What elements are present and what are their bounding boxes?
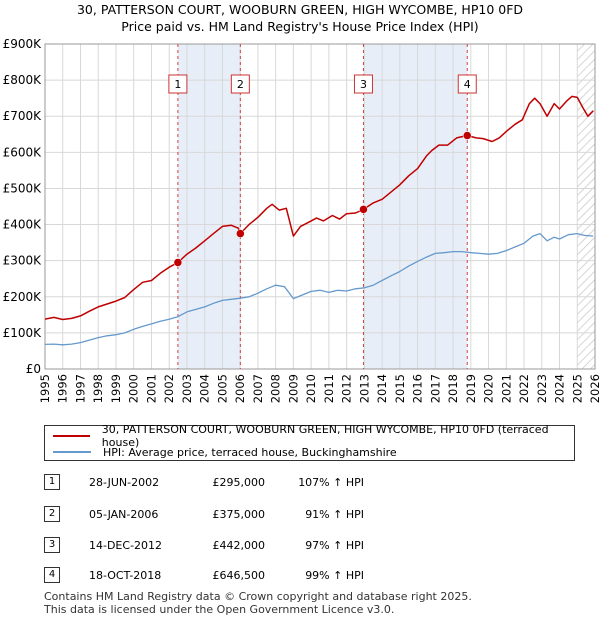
sale-hpi-change: 99% ↑ HPI [305, 569, 364, 582]
y-tick-label: £300K [3, 254, 43, 268]
sale-price: £295,000 [212, 476, 266, 489]
x-tick-label: 2007 [251, 374, 265, 403]
x-tick-label: 2008 [269, 374, 283, 403]
sale-hpi-change: 107% ↑ HPI [298, 476, 364, 489]
x-tick-label: 2019 [464, 374, 478, 403]
sale-date: 14-DEC-2012 [89, 539, 163, 552]
sale-row: 4 18-OCT-2018 £646,500 99% ↑ HPI [44, 567, 564, 587]
x-tick-label: 2020 [482, 374, 496, 403]
sale-marker-box [457, 74, 477, 94]
x-tick-label: 2012 [340, 374, 354, 403]
legend-label-hpi: HPI: Average price, terraced house, Buck… [103, 445, 397, 459]
sale-row: 2 05-JAN-2006 £375,000 91% ↑ HPI [44, 506, 564, 526]
sale-marker-label: 3 [360, 78, 367, 91]
sale-price: £646,500 [212, 569, 266, 582]
x-tick-label: 2023 [535, 374, 549, 403]
legend-item-hpi: HPI: Average price, terraced house, Buck… [53, 444, 397, 460]
sale-badge: 4 [44, 567, 60, 583]
legend-label-property: 30, PATTERSON COURT, WOOBURN GREEN, HIGH… [101, 423, 549, 449]
sale-marker-box [353, 74, 373, 94]
x-tick-label: 2002 [162, 374, 176, 403]
sale-date: 28-JUN-2002 [89, 476, 160, 489]
plot-border [44, 43, 596, 370]
x-tick-label: 1999 [109, 374, 123, 403]
sale-period-shade [177, 44, 241, 369]
x-tick-label: 2006 [233, 374, 247, 403]
sale-period-shade [363, 44, 468, 369]
x-tick-label: 2004 [198, 374, 212, 403]
sale-badge: 2 [44, 506, 60, 522]
x-tick-label: 2015 [393, 374, 407, 403]
x-tick-label: 2024 [553, 374, 567, 403]
sale-marker-label: 1 [174, 78, 181, 91]
sale-hpi-change: 97% ↑ HPI [305, 539, 364, 552]
x-tick-label: 2001 [144, 374, 158, 403]
sale-point [173, 258, 183, 267]
y-tick-label: £100K [3, 326, 43, 340]
y-tick-label: £700K [3, 109, 43, 123]
y-tick-label: £500K [3, 181, 43, 195]
y-tick-label: £800K [3, 73, 43, 87]
sale-badge: 1 [44, 474, 60, 490]
sale-point [236, 229, 245, 238]
chart-title: 30, PATTERSON COURT, WOOBURN GREEN, HIGH… [76, 2, 524, 17]
x-tick-label: 1997 [73, 374, 87, 403]
sale-marker-label: 4 [464, 78, 471, 91]
x-tick-label: 2021 [499, 374, 513, 403]
x-tick-label: 2014 [375, 374, 389, 403]
legend-swatch-property [53, 435, 90, 437]
hpi-line [45, 232, 594, 346]
sale-badge: 3 [44, 537, 60, 553]
legend-swatch-hpi [53, 451, 91, 453]
sale-point [463, 131, 472, 140]
sale-price: £442,000 [212, 539, 266, 552]
sale-price: £375,000 [212, 508, 266, 521]
sale-point [359, 205, 368, 214]
x-tick-label: 2022 [517, 374, 531, 403]
footer-copyright: Contains HM Land Registry data © Crown c… [44, 590, 472, 603]
x-tick-label: 2018 [446, 374, 460, 403]
x-tick-label: 2010 [304, 374, 318, 403]
x-tick-label: 2000 [127, 374, 141, 403]
x-tick-label: 2026 [588, 374, 600, 403]
y-tick-label: £0 [26, 362, 41, 376]
y-tick-label: £900K [3, 37, 43, 51]
sale-row: 3 14-DEC-2012 £442,000 97% ↑ HPI [44, 537, 564, 557]
sale-date: 18-OCT-2018 [89, 569, 162, 582]
x-tick-label: 1995 [38, 374, 52, 403]
sale-row: 1 28-JUN-2002 £295,000 107% ↑ HPI [44, 474, 564, 494]
sale-date: 05-JAN-2006 [89, 508, 159, 521]
x-tick-label: 2013 [357, 374, 371, 403]
x-tick-label: 2009 [286, 374, 300, 403]
price-chart: £0 £100K £200K £300K £400K £500K £600K £700K £80… [3, 37, 600, 403]
x-tick-label: 2003 [180, 374, 194, 403]
plot-background [45, 44, 595, 369]
x-tick-label: 2017 [428, 374, 442, 403]
forecast-hatch [577, 44, 595, 369]
y-tick-label: £400K [3, 218, 43, 232]
sale-marker-label: 2 [237, 78, 244, 91]
sale-hpi-change: 91% ↑ HPI [305, 508, 364, 521]
legend-item-property: 30, PATTERSON COURT, WOOBURN GREEN, HIGH… [53, 423, 574, 449]
chart-legend: 30, PATTERSON COURT, WOOBURN GREEN, HIGH… [44, 423, 575, 461]
x-tick-label: 2016 [411, 374, 425, 403]
footer-licence: This data is licensed under the Open Gov… [44, 603, 395, 616]
x-tick-label: 2025 [570, 374, 584, 403]
y-tick-label: £600K [3, 145, 43, 159]
x-tick-label: 1996 [56, 374, 70, 403]
sale-marker-box [168, 74, 188, 94]
chart-subtitle: Price paid vs. HM Land Registry's House … [121, 19, 479, 34]
sale-marker-box [230, 74, 250, 94]
x-tick-label: 2005 [215, 374, 229, 403]
property-price-line [45, 95, 594, 321]
x-tick-label: 1998 [91, 374, 105, 403]
x-tick-label: 2011 [322, 374, 336, 403]
y-tick-label: £200K [3, 290, 43, 304]
